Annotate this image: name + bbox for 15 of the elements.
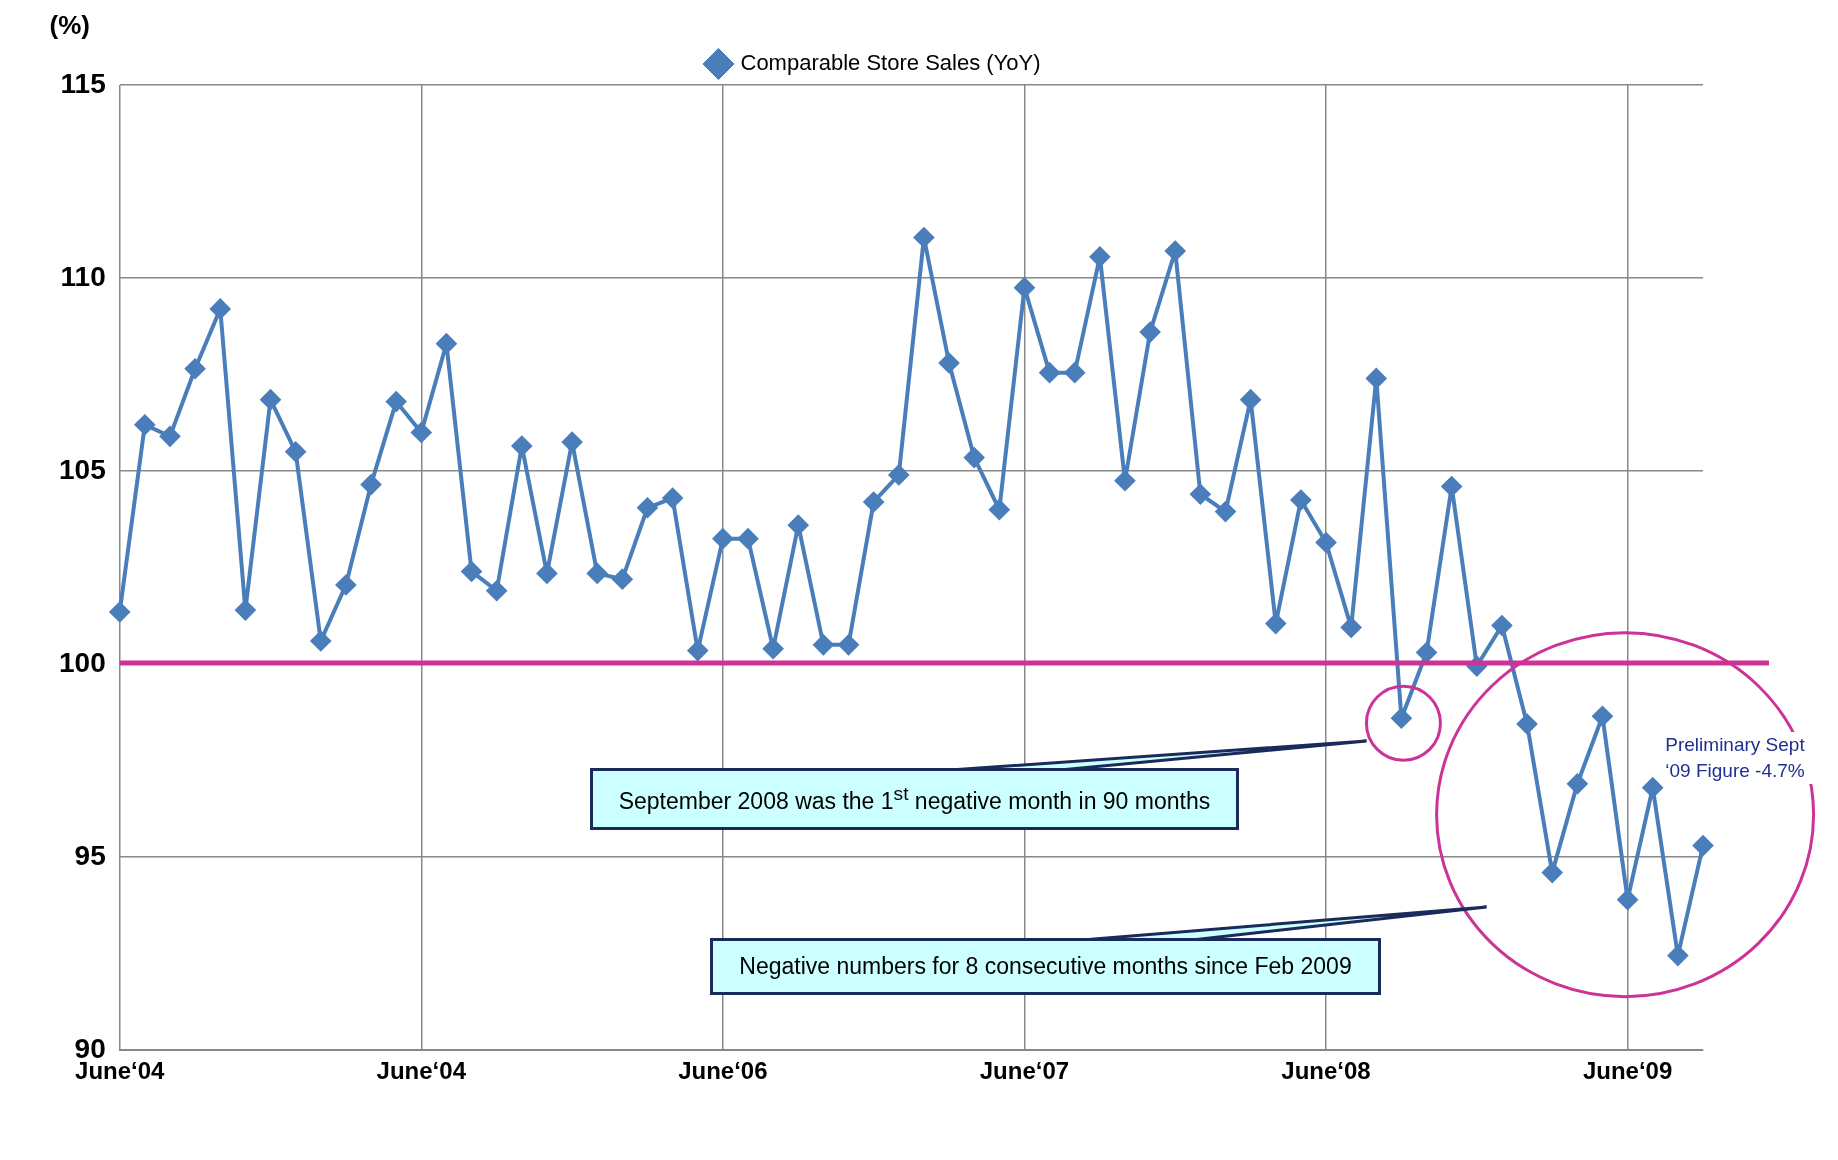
x-tick-label: June‘06 — [678, 1057, 768, 1085]
x-tick-label: June‘09 — [1582, 1057, 1673, 1085]
y-axis-title: (%) — [49, 10, 90, 41]
x-tick-label: June‘08 — [1281, 1057, 1371, 1085]
y-tick-label: 95 — [74, 839, 106, 871]
y-tick-label: 115 — [60, 67, 106, 99]
annotation: Negative numbers for 8 consecutive months since Feb 2009 — [710, 938, 1381, 996]
legend-label: Comparable Store Sales (YoY) — [740, 50, 1041, 76]
y-tick-label: 105 — [59, 453, 106, 485]
x-tick-label: June‘04 — [75, 1057, 166, 1085]
y-tick-label: 110 — [60, 260, 106, 292]
annotation: September 2008 was the 1$^{st}$ negative month in 90 months — [589, 768, 1240, 831]
y-tick-label: 100 — [59, 646, 106, 678]
x-tick-label: June‘04 — [376, 1057, 467, 1085]
x-tick-label: June‘07 — [979, 1057, 1070, 1085]
